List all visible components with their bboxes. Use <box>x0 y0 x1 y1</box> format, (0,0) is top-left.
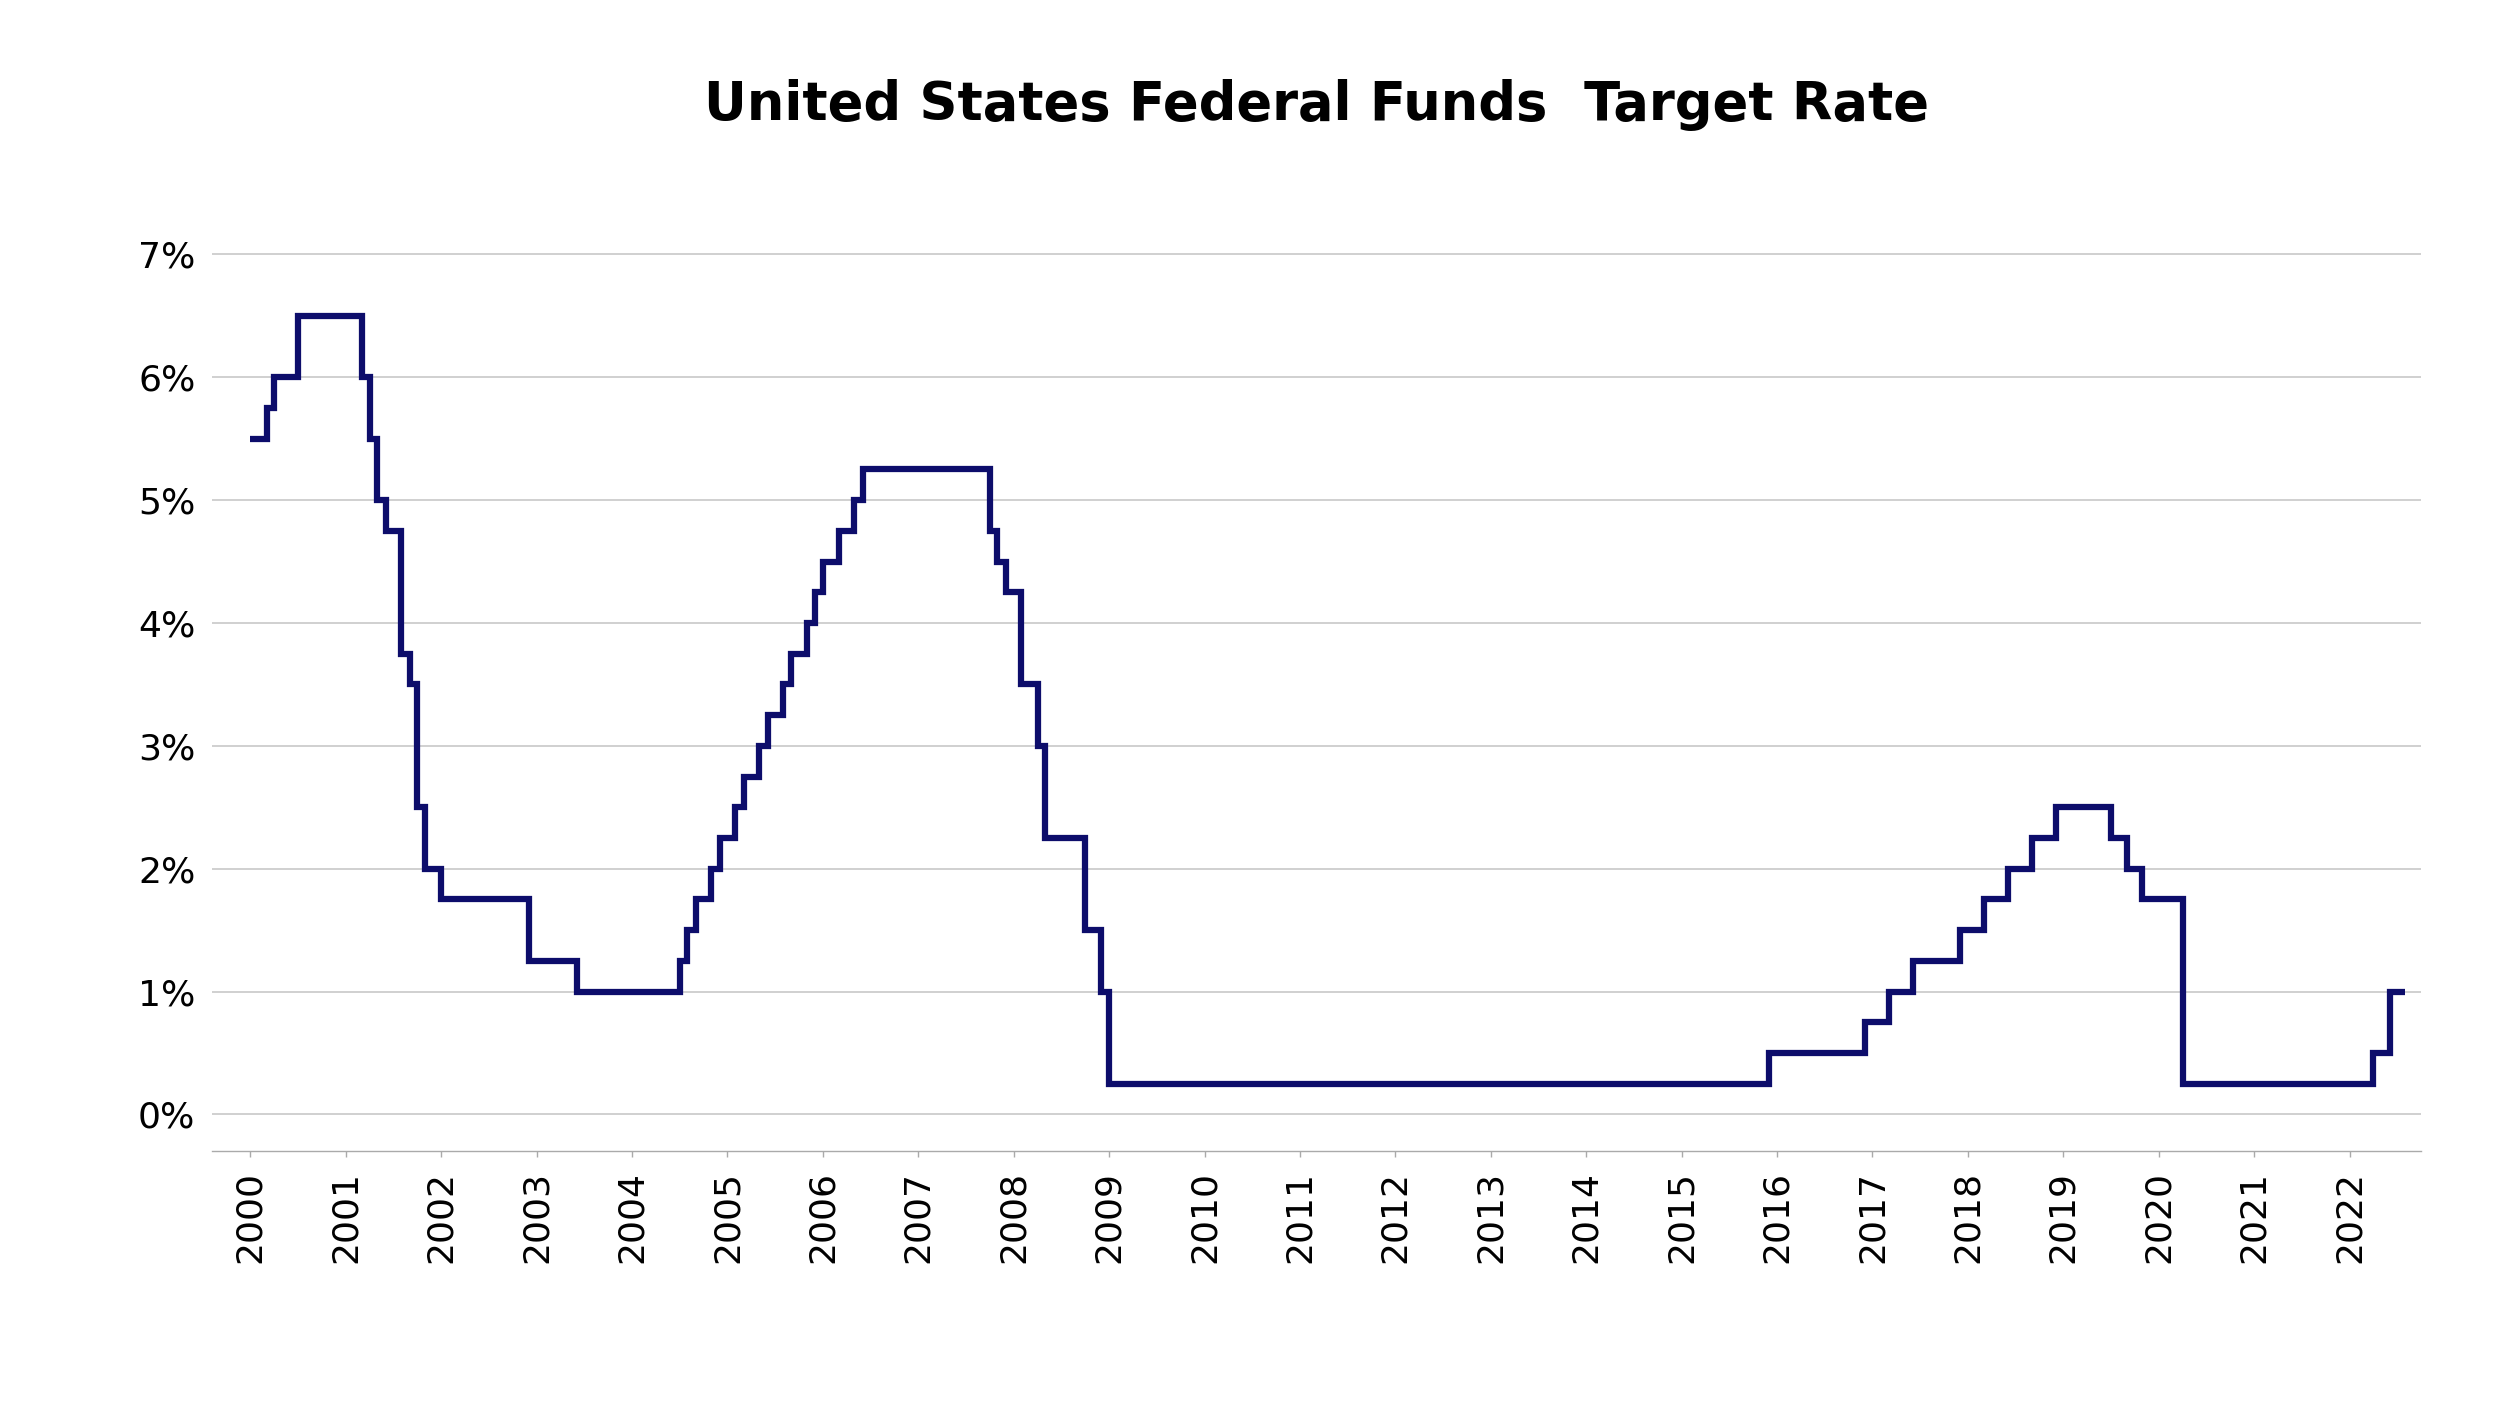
Title: United States Federal Funds  Target Rate: United States Federal Funds Target Rate <box>704 79 1929 131</box>
